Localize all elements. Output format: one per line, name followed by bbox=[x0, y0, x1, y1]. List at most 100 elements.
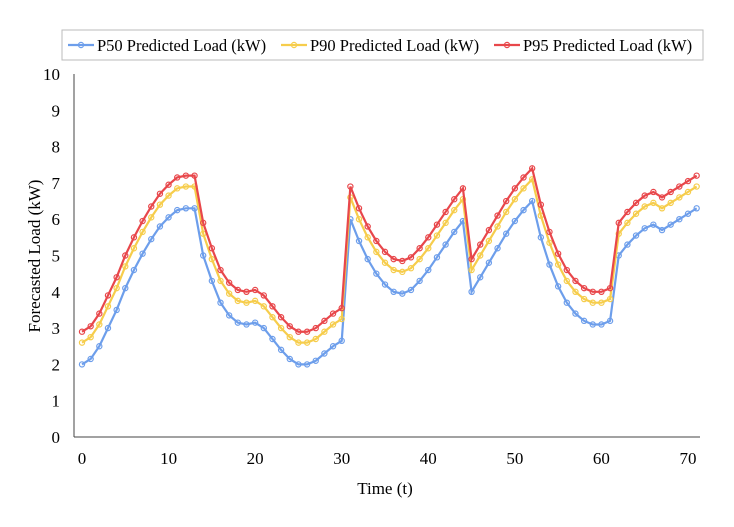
x-tick-label: 70 bbox=[680, 449, 697, 468]
data-point bbox=[554, 283, 562, 290]
data-point bbox=[416, 277, 423, 285]
data-point bbox=[347, 183, 354, 190]
data-point bbox=[174, 206, 181, 214]
series-line bbox=[81, 177, 698, 344]
data-point bbox=[225, 312, 233, 319]
data-point bbox=[451, 196, 458, 203]
data-point bbox=[528, 197, 536, 205]
series-group bbox=[78, 165, 700, 368]
legend-marker bbox=[77, 41, 85, 49]
data-point bbox=[511, 196, 519, 203]
data-point bbox=[260, 324, 267, 332]
data-point bbox=[503, 230, 510, 237]
data-point bbox=[286, 333, 293, 341]
data-point bbox=[650, 188, 657, 196]
data-point bbox=[572, 288, 579, 295]
legend-marker bbox=[290, 41, 298, 49]
data-point bbox=[554, 261, 562, 268]
data-point bbox=[364, 255, 371, 263]
data-point bbox=[451, 206, 458, 214]
data-point bbox=[390, 255, 397, 263]
data-point bbox=[381, 248, 389, 256]
y-tick-label: 7 bbox=[52, 174, 61, 193]
data-point bbox=[312, 324, 319, 332]
data-point bbox=[468, 266, 475, 274]
data-point bbox=[606, 284, 614, 292]
data-point bbox=[87, 323, 94, 330]
data-point bbox=[234, 286, 242, 294]
data-point bbox=[130, 245, 138, 252]
data-point bbox=[485, 226, 493, 234]
data-point bbox=[208, 255, 216, 263]
data-point bbox=[520, 174, 527, 181]
data-point bbox=[451, 228, 458, 236]
data-point bbox=[641, 192, 648, 199]
data-point bbox=[459, 185, 467, 192]
y-tick-label: 4 bbox=[52, 283, 61, 302]
series-line bbox=[81, 198, 698, 366]
y-tick-label: 3 bbox=[52, 319, 61, 338]
data-point bbox=[78, 339, 86, 346]
data-point bbox=[537, 201, 545, 208]
data-point bbox=[580, 317, 588, 325]
data-point bbox=[321, 328, 328, 335]
legend-box bbox=[61, 29, 704, 61]
data-point bbox=[693, 172, 700, 179]
data-point bbox=[667, 188, 674, 196]
legend-label: P95 Predicted Load (kW) bbox=[523, 36, 692, 55]
data-point bbox=[303, 328, 311, 335]
data-point bbox=[390, 266, 397, 274]
data-point bbox=[165, 192, 172, 199]
data-point bbox=[148, 203, 155, 210]
data-point bbox=[191, 205, 198, 212]
data-point bbox=[537, 234, 545, 241]
y-tick-label: 10 bbox=[43, 65, 60, 84]
x-axis-label: Time (t) bbox=[357, 479, 413, 498]
data-point bbox=[338, 337, 345, 345]
data-point bbox=[191, 172, 198, 179]
data-point bbox=[598, 288, 605, 295]
data-point bbox=[667, 221, 674, 228]
data-point bbox=[122, 263, 129, 270]
data-point bbox=[407, 286, 415, 294]
data-point bbox=[442, 241, 449, 248]
y-tick-label: 2 bbox=[52, 355, 61, 374]
x-tick-label: 10 bbox=[160, 449, 177, 468]
data-point bbox=[433, 221, 441, 228]
data-point bbox=[321, 350, 328, 357]
data-point bbox=[87, 333, 94, 341]
data-point bbox=[676, 183, 683, 190]
data-point bbox=[139, 217, 146, 225]
data-point bbox=[554, 250, 562, 257]
series-0 bbox=[78, 197, 700, 368]
data-point bbox=[381, 281, 389, 288]
data-point bbox=[243, 299, 250, 306]
legend-item-0: P50 Predicted Load (kW) bbox=[68, 36, 266, 55]
data-point bbox=[329, 310, 337, 317]
data-point bbox=[546, 228, 553, 236]
data-point bbox=[572, 277, 579, 285]
y-axis-label: Forecasted Load (kW) bbox=[25, 180, 44, 333]
data-point bbox=[174, 185, 181, 192]
data-point bbox=[355, 215, 363, 223]
data-point bbox=[563, 277, 571, 285]
data-point bbox=[485, 237, 493, 245]
data-point bbox=[477, 252, 484, 259]
legend-item-1: P90 Predicted Load (kW) bbox=[281, 36, 479, 55]
data-point bbox=[632, 232, 640, 239]
data-point bbox=[338, 304, 345, 312]
legend: P50 Predicted Load (kW) P90 Predicted Loa… bbox=[61, 29, 704, 61]
data-point bbox=[87, 355, 94, 363]
data-point bbox=[598, 299, 605, 306]
data-point bbox=[650, 199, 657, 207]
data-point bbox=[641, 203, 648, 210]
data-point bbox=[78, 361, 86, 368]
data-point bbox=[277, 346, 285, 354]
data-point bbox=[425, 245, 432, 252]
data-point bbox=[407, 254, 415, 261]
data-point bbox=[598, 321, 605, 328]
data-point bbox=[399, 268, 406, 276]
data-point bbox=[225, 290, 233, 297]
data-point bbox=[78, 328, 86, 335]
data-point bbox=[156, 201, 164, 208]
